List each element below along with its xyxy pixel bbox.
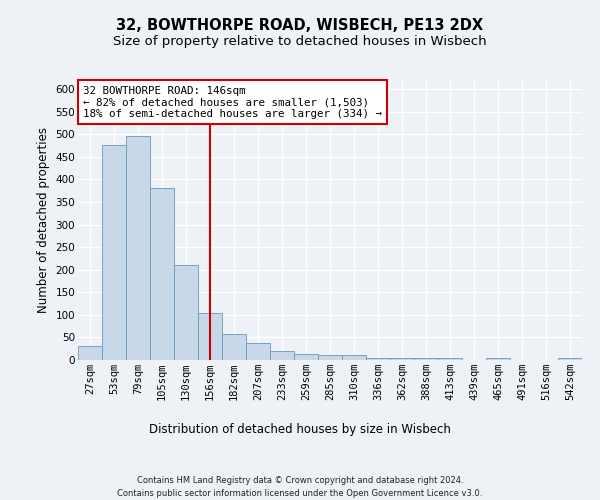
Bar — [486, 358, 510, 360]
Bar — [414, 358, 438, 360]
Bar — [342, 356, 366, 360]
Bar — [246, 344, 270, 360]
Bar — [438, 358, 462, 360]
Bar — [390, 358, 414, 360]
Bar — [222, 334, 246, 360]
Bar — [366, 358, 390, 360]
Bar — [126, 136, 150, 360]
Bar — [198, 312, 222, 360]
Bar — [102, 146, 126, 360]
Bar — [558, 358, 582, 360]
Bar — [174, 265, 198, 360]
Text: 32, BOWTHORPE ROAD, WISBECH, PE13 2DX: 32, BOWTHORPE ROAD, WISBECH, PE13 2DX — [116, 18, 484, 32]
Y-axis label: Number of detached properties: Number of detached properties — [37, 127, 50, 313]
Bar — [294, 354, 318, 360]
Text: Distribution of detached houses by size in Wisbech: Distribution of detached houses by size … — [149, 422, 451, 436]
Text: Contains HM Land Registry data © Crown copyright and database right 2024.: Contains HM Land Registry data © Crown c… — [137, 476, 463, 485]
Text: Contains public sector information licensed under the Open Government Licence v3: Contains public sector information licen… — [118, 489, 482, 498]
Bar — [318, 356, 342, 360]
Bar — [150, 188, 174, 360]
Text: Size of property relative to detached houses in Wisbech: Size of property relative to detached ho… — [113, 35, 487, 48]
Text: 32 BOWTHORPE ROAD: 146sqm
← 82% of detached houses are smaller (1,503)
18% of se: 32 BOWTHORPE ROAD: 146sqm ← 82% of detac… — [83, 86, 382, 119]
Bar — [78, 346, 102, 360]
Bar — [270, 351, 294, 360]
